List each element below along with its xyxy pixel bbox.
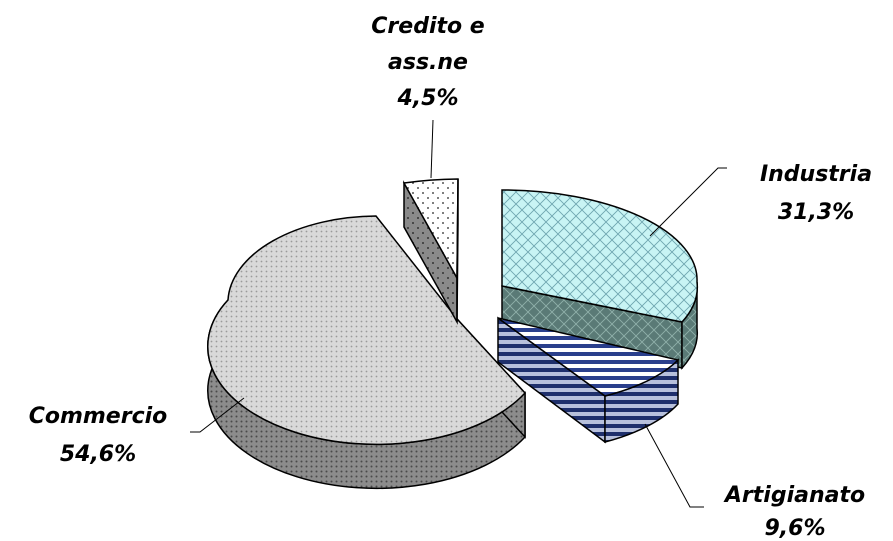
label-commercio-value: 54,6% xyxy=(60,442,136,467)
labels: Credito e ass.ne 4,5% Industria 31,3% Co… xyxy=(29,14,872,541)
label-industria-value: 31,3% xyxy=(778,200,854,225)
slice-artigianato-top xyxy=(497,317,680,397)
label-credito-line1b: ass.ne xyxy=(388,50,468,75)
label-artigianato-name: Artigianato xyxy=(723,483,865,508)
leader-line-credito xyxy=(430,119,434,179)
slice-commercio-top xyxy=(207,215,527,446)
label-credito-value: 4,5% xyxy=(396,86,458,111)
slice-credito xyxy=(402,178,459,325)
slice-credito-edge xyxy=(456,178,459,323)
label-credito-line1: Credito e xyxy=(371,14,484,39)
slice-industria xyxy=(501,189,699,370)
label-commercio-name: Commercio xyxy=(29,404,168,429)
label-artigianato-value: 9,6% xyxy=(764,516,825,541)
slice-artigianato xyxy=(497,316,680,444)
label-industria-name: Industria xyxy=(760,162,872,187)
slice-industria-top xyxy=(501,189,699,323)
leader-line-artigianato xyxy=(644,423,704,508)
leader-lines xyxy=(190,119,727,508)
leader-line-commercio xyxy=(190,397,245,433)
slice-commercio xyxy=(207,215,527,490)
leader-line-industria xyxy=(649,167,727,237)
